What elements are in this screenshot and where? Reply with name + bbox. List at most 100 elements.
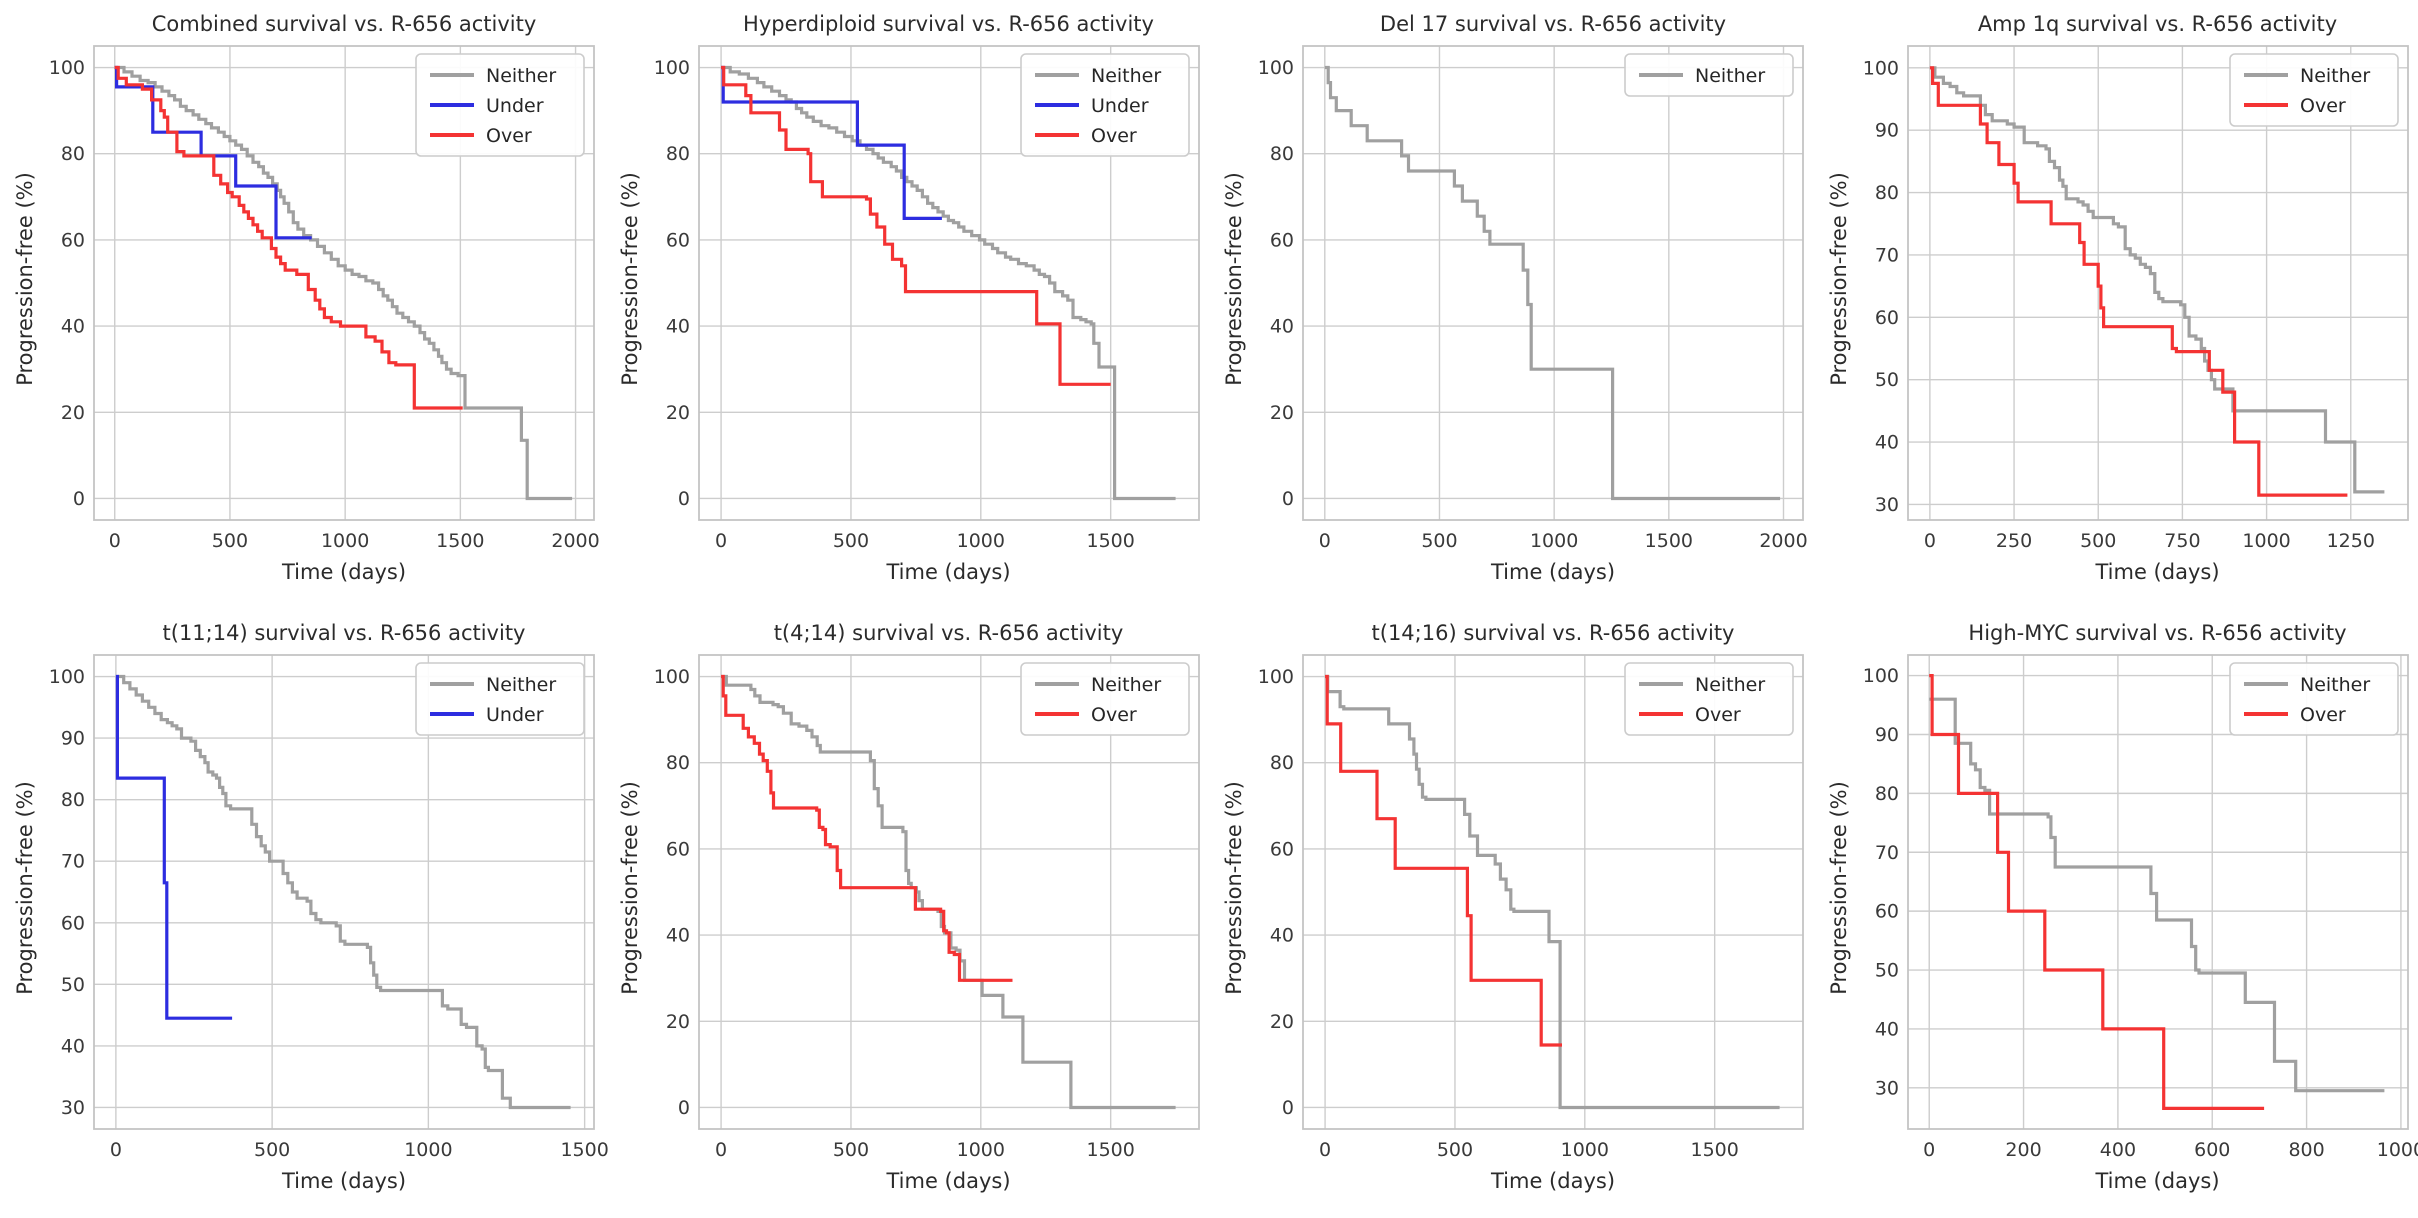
x-axis-label: Time (days) (886, 1169, 1011, 1193)
y-tick-label: 20 (1270, 1011, 1294, 1033)
y-tick-label: 70 (61, 851, 85, 873)
x-axis-label: Time (days) (281, 560, 407, 584)
y-tick-label: 40 (1270, 316, 1294, 338)
x-tick-label: 2000 (1759, 530, 1807, 552)
legend-label: Over (1695, 704, 1741, 726)
plot-background (1303, 46, 1803, 520)
x-axis-label: Time (days) (1490, 1169, 1616, 1193)
y-tick-label: 100 (1258, 57, 1294, 79)
y-tick-label: 80 (1270, 752, 1294, 774)
y-tick-label: 0 (677, 488, 689, 510)
x-axis-label: Time (days) (2095, 1169, 2220, 1193)
x-tick-label: 0 (1319, 1139, 1331, 1161)
y-tick-label: 90 (1874, 724, 1898, 746)
axes-spine (1906, 654, 2409, 1130)
y-tick-label: 0 (1282, 488, 1294, 510)
plot-canvas: 0 500 1000 1500 0 20 40 60 80 100 Neither Under Over (653, 45, 1200, 552)
x-tick-label: 1000 (2242, 530, 2290, 552)
x-tick-label: 500 (832, 1139, 868, 1161)
legend-label: Neither (1695, 674, 1765, 696)
legend-box (2228, 662, 2399, 736)
y-tick-label: 0 (677, 1097, 689, 1119)
legend-box (415, 53, 585, 157)
axes-spine (93, 45, 595, 521)
x-tick-label: 500 (2080, 530, 2116, 552)
y-tick-label: 100 (653, 57, 689, 79)
x-axis-label: Time (days) (886, 560, 1011, 584)
y-tick-label: 60 (61, 912, 85, 934)
legend-label: Neither (486, 674, 556, 696)
y-tick-label: 60 (1270, 229, 1294, 251)
x-tick-label: 250 (1995, 530, 2031, 552)
plot-canvas: 0 250 500 750 1000 1250 30 40 50 60 70 80 90 100 Neith… (1862, 45, 2409, 552)
panel-title: t(11;14) survival vs. R-656 activity (162, 621, 526, 645)
legend-label: Neither (2300, 65, 2370, 87)
y-tick-label: 30 (1874, 494, 1898, 516)
y-tick-label: 80 (665, 752, 689, 774)
legend-label: Neither (1695, 65, 1765, 87)
x-tick-label: 500 (1437, 1139, 1473, 1161)
y-axis-label: Progression-free (%) (617, 781, 642, 995)
panel-t11-14: t(11;14) survival vs. R-656 activity Pro… (0, 609, 609, 1218)
legend-label: Over (1091, 125, 1137, 147)
x-tick-label: 1500 (436, 530, 484, 552)
y-axis-label: Progression-free (%) (1826, 781, 1851, 995)
y-axis-label: Progression-free (%) (1826, 172, 1851, 386)
panel-title: t(4;14) survival vs. R-656 activity (773, 621, 1124, 645)
panel-amp1q: Amp 1q survival vs. R-656 activity Progr… (1814, 0, 2418, 609)
y-tick-label: 0 (73, 488, 85, 510)
legend-box (1624, 53, 1794, 97)
x-tick-label: 1500 (560, 1139, 608, 1161)
y-tick-label: 40 (665, 925, 689, 947)
x-tick-label: 2000 (551, 530, 599, 552)
panel-t14-16: t(14;16) survival vs. R-656 activity Pro… (1209, 609, 1813, 1218)
x-tick-label: 750 (2164, 530, 2200, 552)
plot-canvas: 0 500 1000 1500 2000 0 20 40 60 80 100 Neither (1258, 45, 1808, 552)
x-tick-label: 0 (715, 1139, 727, 1161)
y-tick-label: 90 (1874, 120, 1898, 142)
y-tick-label: 30 (1874, 1077, 1898, 1099)
panel-title: Combined survival vs. R-656 activity (151, 12, 537, 36)
y-tick-label: 40 (1270, 925, 1294, 947)
x-tick-label: 1000 (2376, 1139, 2418, 1161)
series-neither (1928, 697, 2384, 1093)
y-axis-label: Progression-free (%) (617, 172, 642, 386)
y-tick-label: 70 (1874, 244, 1898, 266)
y-tick-label: 20 (61, 402, 85, 424)
x-tick-label: 0 (1319, 530, 1331, 552)
x-tick-label: 800 (2288, 1139, 2324, 1161)
series-under (114, 65, 312, 240)
x-tick-label: 1000 (404, 1139, 452, 1161)
x-tick-label: 400 (2099, 1139, 2135, 1161)
y-tick-label: 60 (1874, 901, 1898, 923)
x-tick-label: 0 (1923, 1139, 1935, 1161)
y-tick-label: 80 (1270, 143, 1294, 165)
panel-title: Del 17 survival vs. R-656 activity (1379, 12, 1727, 36)
series-neither (1929, 66, 2384, 494)
x-tick-label: 0 (715, 530, 727, 552)
panel-high-myc: High-MYC survival vs. R-656 activity Pro… (1814, 609, 2418, 1218)
legend-label: Neither (1091, 65, 1161, 87)
x-tick-label: 0 (1923, 530, 1935, 552)
plot-canvas: 0 500 1000 1500 30 40 50 60 70 80 90 100 Neither Unde… (49, 654, 609, 1161)
y-tick-label: 60 (1874, 307, 1898, 329)
panel-title: High-MYC survival vs. R-656 activity (1968, 621, 2347, 645)
y-tick-label: 90 (61, 728, 85, 750)
legend-label: Over (1091, 704, 1137, 726)
axes-spine (1302, 45, 1804, 521)
series-over (1928, 674, 2264, 1110)
series-neither (115, 674, 571, 1110)
y-tick-label: 40 (61, 316, 85, 338)
x-tick-label: 1500 (1691, 1139, 1739, 1161)
y-tick-label: 50 (1874, 369, 1898, 391)
axes-spine (1906, 45, 2409, 521)
x-tick-label: 1500 (1086, 1139, 1134, 1161)
y-axis-label: Progression-free (%) (1222, 172, 1247, 386)
panel-title: Amp 1q survival vs. R-656 activity (1977, 12, 2338, 36)
series-over (114, 65, 463, 410)
y-tick-label: 100 (49, 666, 85, 688)
x-tick-label: 1000 (956, 1139, 1004, 1161)
legend-box (1019, 662, 1190, 736)
legend-label: Neither (486, 65, 556, 87)
y-axis-label: Progression-free (%) (1222, 781, 1247, 995)
